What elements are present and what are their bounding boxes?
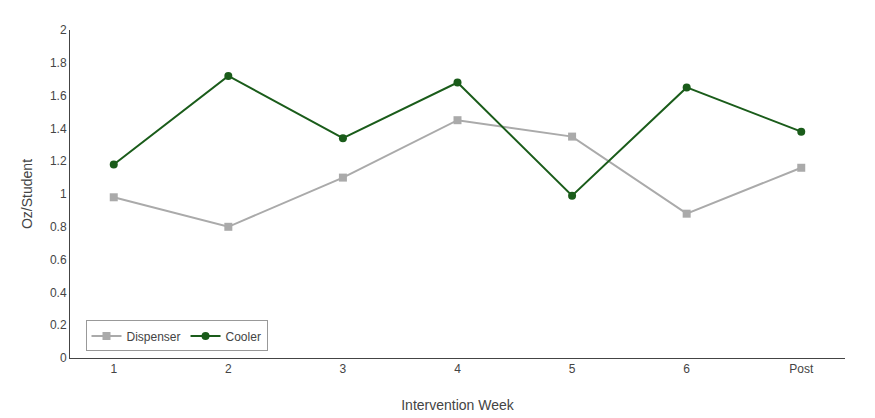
svg-text:4: 4 xyxy=(454,362,461,376)
svg-text:2: 2 xyxy=(225,362,232,376)
svg-text:0: 0 xyxy=(60,351,67,365)
svg-text:Oz/Student: Oz/Student xyxy=(19,159,35,229)
svg-text:0.8: 0.8 xyxy=(50,220,67,234)
svg-text:2: 2 xyxy=(60,23,67,37)
svg-text:1: 1 xyxy=(60,187,67,201)
svg-text:3: 3 xyxy=(340,362,347,376)
svg-text:1.4: 1.4 xyxy=(50,122,67,136)
svg-text:1.8: 1.8 xyxy=(50,56,67,70)
svg-text:Dispenser: Dispenser xyxy=(127,330,181,344)
svg-text:6: 6 xyxy=(683,362,690,376)
svg-text:0.6: 0.6 xyxy=(50,253,67,267)
svg-text:Cooler: Cooler xyxy=(226,330,261,344)
svg-text:Intervention Week: Intervention Week xyxy=(401,397,515,413)
svg-text:5: 5 xyxy=(569,362,576,376)
svg-text:Post: Post xyxy=(789,362,814,376)
svg-text:0.4: 0.4 xyxy=(50,286,67,300)
svg-text:1.6: 1.6 xyxy=(50,89,67,103)
svg-text:0.2: 0.2 xyxy=(50,318,67,332)
svg-text:1: 1 xyxy=(110,362,117,376)
svg-text:1.2: 1.2 xyxy=(50,154,67,168)
